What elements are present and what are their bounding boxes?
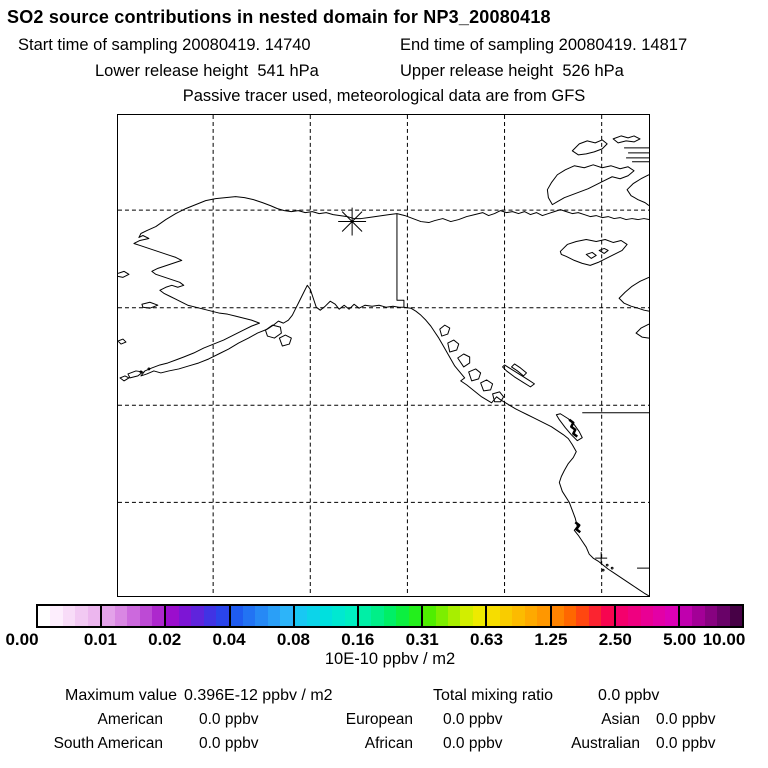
end-time-label: End time of sampling 20080419. 14817 [400,36,688,54]
colorbar-tick-label: 0.63 [469,630,504,649]
region-value: 0.0 ppbv [443,735,503,752]
colorbar-segment [358,606,424,626]
region-label: Australian [571,735,640,752]
max-value: 0.396E-12 ppbv / m2 [184,687,333,704]
region-label: European [345,711,413,728]
coastline-mainland [133,196,649,596]
region-value: 0.0 ppbv [656,711,716,728]
colorbar-segment [166,606,231,626]
contribution-row: South American 0.0 ppbv African 0.0 ppbv… [0,735,768,753]
region-value: 0.0 ppbv [199,735,259,752]
colorbar-tick-label: 0.02 [148,630,182,649]
colorbar-segment [102,606,167,626]
station-asterisk-marker [338,207,367,236]
colorbar-segment [679,606,743,626]
colorbar-segment [294,606,359,626]
lower-release-label: Lower release height 541 hPa [95,62,319,80]
colorbar-tick-label: 0.01 [83,630,117,649]
region-value: 0.0 ppbv [443,711,503,728]
colorbar-tick-label: 1.25 [534,630,568,649]
region-label: American [97,711,163,728]
colorbar-tick-label: 0.08 [276,630,310,649]
border-lines [396,213,649,569]
region-label: Asian [601,711,640,728]
colorbar-segment [487,606,552,626]
page-title: SO2 source contributions in nested domai… [7,7,551,27]
colorbar-ticks: 0.00 0.01 0.02 0.04 0.08 0.16 0.31 0.63 1.25 2.50… [0,630,768,650]
region-label: South American [53,735,163,752]
region-label: African [364,735,413,752]
colorbar-segment [38,606,103,626]
colorbar-segment [615,606,680,626]
colorbar-segment [230,606,295,626]
sample-plus-marker [595,552,608,565]
colorbar-tick-label: 0.31 [405,630,439,649]
colorbar-tick-label: 0.16 [341,630,375,649]
start-time-label: Start time of sampling 20080419. 14740 [18,36,311,54]
max-value-label: Maximum value [65,687,178,704]
grid-lines [118,115,649,596]
map-panel [117,114,650,597]
colorbar-segment [551,606,616,626]
colorbar-segment [423,606,488,626]
upper-release-label: Upper release height 526 hPa [400,62,624,80]
colorbar-tick-label: 0.04 [212,630,246,649]
region-value: 0.0 ppbv [199,711,259,728]
coastline-islands [118,270,614,572]
colorbar-tick-label: 10.00 [702,630,746,649]
colorbar-tick-label: 0.00 [5,630,39,649]
map-svg [118,115,649,596]
total-mixing-value: 0.0 ppbv [598,687,660,704]
contribution-row: American 0.0 ppbv European 0.0 ppbv Asia… [0,711,768,729]
region-value: 0.0 ppbv [656,735,716,752]
total-mixing-label: Total mixing ratio [433,687,554,704]
colorbar [36,604,744,628]
tracer-note: Passive tracer used, meteorological data… [182,87,586,105]
colorbar-tick-label: 5.00 [663,630,697,649]
colorbar-tick-label: 2.50 [598,630,632,649]
coastline-arctic-islands [546,135,649,339]
colorbar-caption: 10E-10 ppbv / m2 [324,650,456,668]
